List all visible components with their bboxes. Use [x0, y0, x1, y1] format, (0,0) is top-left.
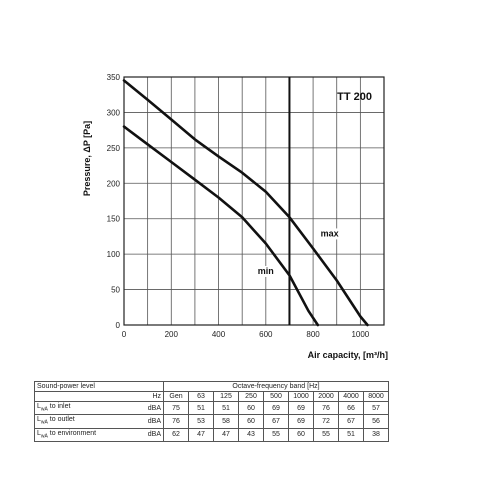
- series-label-bg: [317, 228, 342, 240]
- table-cell: 69: [263, 400, 289, 416]
- x-tick-label: 0: [122, 330, 127, 339]
- row-label: LwA to inlet: [34, 400, 119, 416]
- row-label-sub: wA: [40, 419, 48, 426]
- row-label-main: L: [37, 429, 41, 437]
- table-cell: 58: [213, 414, 239, 429]
- table-cell: 69: [288, 400, 314, 416]
- row-label-sub: wA: [40, 433, 48, 440]
- y-tick-label: 250: [107, 144, 121, 153]
- series-label-max: max: [321, 228, 339, 238]
- band-label: 8000: [363, 391, 389, 402]
- y-tick-label: 50: [111, 286, 120, 295]
- table-cell: 47: [213, 427, 239, 443]
- band-label: 2000: [313, 391, 339, 402]
- table-band-blank: [34, 391, 119, 402]
- row-unit: dBA: [119, 427, 164, 443]
- y-tick-label: 0: [116, 321, 121, 330]
- table-cell: 76: [163, 414, 189, 429]
- tick-labels: 0 50 100 150 200 250 300 350 0 200 400 600 800 1000: [107, 73, 370, 339]
- row-label-rest: to environment: [47, 429, 97, 437]
- plot-frame: [123, 76, 385, 326]
- series-line-min: [122, 125, 320, 327]
- y-tick-label: 100: [107, 250, 121, 259]
- table-row: LwA to outlet dBA 76 53 58 60 67 69 72 67 56: [34, 414, 389, 429]
- table-cell: 76: [313, 400, 339, 416]
- band-header: Octave-frequency band [Hz]: [163, 381, 389, 392]
- band-label: 4000: [338, 391, 364, 402]
- table-header-blank: [119, 381, 164, 392]
- y-axis-title: Pressure, ΔP [Pa]: [82, 121, 92, 196]
- x-tick-label: 1000: [351, 330, 369, 339]
- table-cell: 56: [363, 414, 389, 429]
- table-row: LwA to environment dBA 62 47 47 43 55 60 55 51 38: [34, 427, 389, 443]
- table-header-row: Sound-power level Octave-frequency band […: [34, 381, 389, 392]
- table-cell: 57: [363, 400, 389, 416]
- y-tick-label: 150: [107, 215, 121, 224]
- table-cell: 55: [313, 427, 339, 443]
- band-label: 125: [213, 391, 239, 402]
- series-label-bg: [253, 265, 278, 277]
- table-cell: 53: [188, 414, 214, 429]
- x-tick-label: 200: [165, 330, 179, 339]
- table-cell: 51: [338, 427, 364, 443]
- row-label-main: L: [37, 416, 41, 424]
- series-label-min: min: [258, 266, 274, 276]
- y-tick-label: 300: [107, 108, 121, 117]
- table-row: LwA to inlet dBA 75 51 51 60 69 69 76 66 57: [34, 400, 389, 416]
- row-label-sub: wA: [40, 406, 48, 413]
- x-axis-title: Air capacity, [m³/h]: [308, 350, 388, 360]
- row-label: LwA to outlet: [34, 414, 119, 429]
- sound-power-table: Sound-power level Octave-frequency band […: [34, 381, 389, 443]
- table-cell: 67: [338, 414, 364, 429]
- table-band-row: Hz Gen 63 125 250 500 1000 2000 4000 8000: [34, 391, 389, 402]
- table-cell: 66: [338, 400, 364, 416]
- hz-label: Hz: [119, 391, 164, 402]
- x-tick-label: 600: [259, 330, 273, 339]
- table-cell: 47: [188, 427, 214, 443]
- table-cell: 60: [288, 427, 314, 443]
- x-tick-label: 800: [306, 330, 320, 339]
- axes: [123, 76, 385, 326]
- table-cell: 43: [238, 427, 264, 443]
- band-label: Gen: [163, 391, 189, 402]
- table-cell: 51: [188, 400, 214, 416]
- band-label: 63: [188, 391, 214, 402]
- table-cell: 75: [163, 400, 189, 416]
- y-tick-label: 200: [107, 179, 121, 188]
- table-cell: 72: [313, 414, 339, 429]
- chart-title: TT 200: [337, 91, 372, 103]
- table-cell: 38: [363, 427, 389, 443]
- table-cell: 67: [263, 414, 289, 429]
- table-cell: 62: [163, 427, 189, 443]
- table-header-label: Sound-power level: [34, 381, 119, 392]
- band-label: 500: [263, 391, 289, 402]
- band-label: 250: [238, 391, 264, 402]
- grid: [124, 76, 384, 326]
- row-label-main: L: [37, 403, 41, 410]
- row-unit: dBA: [119, 414, 164, 429]
- band-label: 1000: [288, 391, 314, 402]
- row-label: LwA to environment: [34, 427, 119, 443]
- performance-chart: 0 50 100 150 200 250 300 350 0 200 400 600 800 1000 m…: [82, 73, 388, 360]
- table-cell: 51: [213, 400, 239, 416]
- table-cell: 55: [263, 427, 289, 443]
- series-line-max: [122, 79, 369, 327]
- y-tick-label: 350: [107, 73, 121, 82]
- row-unit: dBA: [119, 400, 164, 416]
- table-cell: 60: [238, 414, 264, 429]
- row-label-rest: to inlet: [47, 403, 71, 410]
- row-label-rest: to outlet: [47, 416, 75, 424]
- table-cell: 69: [288, 414, 314, 429]
- series-lines: max min: [122, 79, 369, 327]
- x-tick-label: 400: [212, 330, 226, 339]
- table-cell: 60: [238, 400, 264, 416]
